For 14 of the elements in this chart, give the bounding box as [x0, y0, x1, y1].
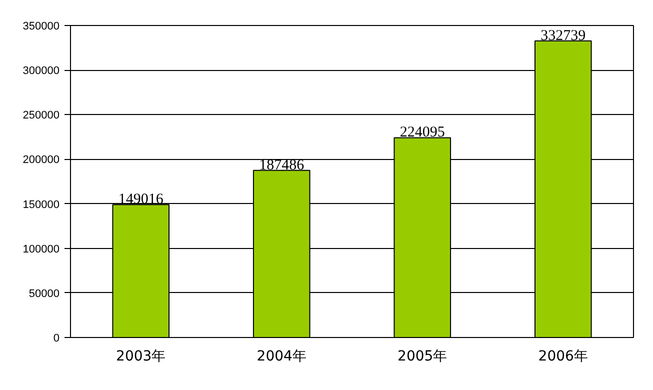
x-tick-label: 2006年: [538, 348, 588, 364]
data-label: 224095: [400, 124, 445, 141]
y-tick-label: 350000: [22, 20, 60, 32]
y-tick-label: 50000: [28, 288, 60, 300]
y-tick-label: 100000: [22, 243, 60, 256]
data-label: 332739: [540, 28, 586, 44]
y-tick-label: 250000: [22, 110, 60, 122]
y-tick-label: 200000: [22, 154, 60, 166]
x-tick-label: 2005年: [398, 348, 448, 364]
x-tick-label: 2004年: [256, 348, 306, 364]
x-tick-label: 2003年: [116, 348, 166, 364]
y-tick-label: 300000: [22, 65, 60, 78]
y-tick-label: 0: [53, 332, 60, 344]
y-tick-label: 150000: [22, 198, 60, 211]
